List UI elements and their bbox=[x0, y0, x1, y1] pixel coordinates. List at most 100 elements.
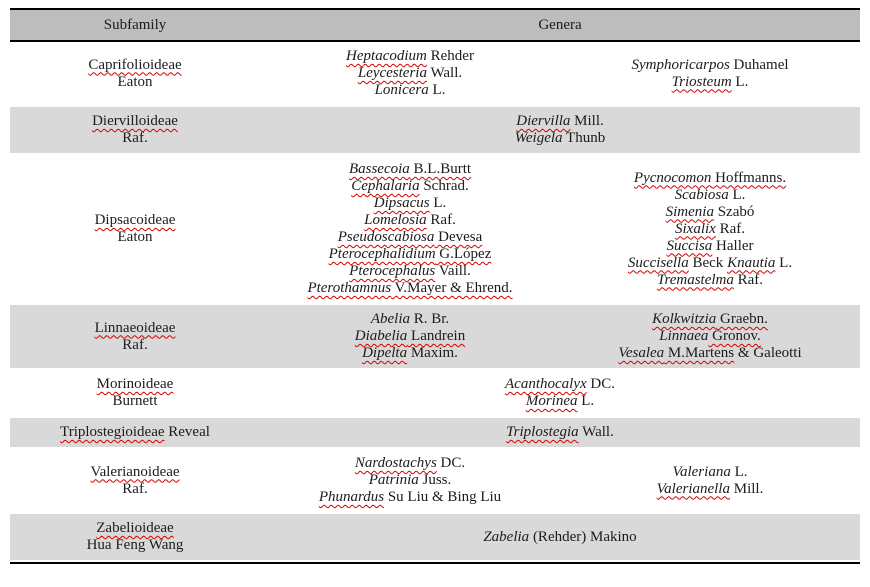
genus-name: Cephalaria bbox=[351, 178, 420, 194]
authority-text: Morinoideae bbox=[96, 376, 174, 392]
authority-text: Eaton bbox=[117, 73, 153, 90]
authority-text: Triplostegioideae bbox=[60, 424, 165, 440]
genera-left-column: Abelia R. Br. Diabelia Landrein Dipelta Ma… bbox=[260, 311, 560, 362]
genus-name: Pseudoscabiosa bbox=[337, 229, 435, 245]
authority-text: Raf. bbox=[426, 212, 456, 228]
subfamily-cell: Dipsacoideae Eaton bbox=[10, 212, 260, 246]
table-row: Triplostegioideae Reveal Triplostegia Wal… bbox=[10, 416, 860, 449]
subfamily-line: Dipsacoideae bbox=[10, 212, 260, 229]
genus-name: Weigela bbox=[514, 130, 563, 146]
authority-text: Raf. bbox=[122, 130, 148, 146]
authority-text: Valerianoideae bbox=[90, 463, 180, 480]
authority-text: (Rehder) Makino bbox=[529, 528, 637, 545]
genus-line: Kolkwitzia Graebn. bbox=[560, 311, 860, 328]
genus-line: Succisa Haller bbox=[560, 238, 860, 255]
subfamily-line: Morinoideae bbox=[10, 376, 260, 393]
genus-line: Pseudoscabiosa Devesa bbox=[260, 229, 560, 246]
taxonomy-table: Subfamily Genera Caprifolioideae Eaton Hep… bbox=[10, 8, 860, 564]
authority-text: L. bbox=[730, 463, 748, 480]
genus-name: Knautia bbox=[727, 254, 776, 271]
genus-name: Valerianella bbox=[656, 480, 730, 497]
authority-text: R. Br. bbox=[409, 311, 450, 327]
authority-text: Raf. bbox=[122, 336, 148, 353]
genera-cell: Heptacodium Rehder Leycesteria Wall. Lonic… bbox=[260, 48, 860, 99]
genus-name: Lomelosia bbox=[364, 212, 427, 228]
genus-line: Acanthocalyx DC. bbox=[260, 376, 860, 393]
subfamily-line: Caprifolioideae bbox=[10, 57, 260, 74]
subfamily-cell: Morinoideae Burnett bbox=[10, 376, 260, 410]
genus-name: Sixalix bbox=[675, 220, 716, 237]
authority-text: Eaton bbox=[117, 229, 153, 245]
genera-cell: Zabelia (Rehder) Makino bbox=[260, 529, 860, 546]
authority-text: Reveal bbox=[164, 424, 210, 440]
authority-text: L. bbox=[429, 195, 447, 211]
genus-name: Pterocephalus bbox=[349, 263, 436, 279]
genera-left-column: Heptacodium Rehder Leycesteria Wall. Lonic… bbox=[260, 48, 560, 99]
subfamily-line: Linnaeoideae bbox=[10, 320, 260, 337]
authority-text: B.L.Burtt bbox=[409, 161, 472, 177]
authority-text: Thunb bbox=[562, 130, 606, 146]
authority-text: V.Mayer & Ehrend. bbox=[391, 280, 513, 296]
authority-text: Devesa bbox=[434, 229, 483, 245]
genera-cell: Abelia R. Br. Diabelia Landrein Dipelta Ma… bbox=[260, 311, 860, 362]
genera-cell: Triplostegia Wall. bbox=[260, 424, 860, 441]
genus-name: Triplostegia bbox=[506, 424, 579, 440]
genus-line: Pterocephalidium G.López bbox=[260, 246, 560, 263]
authority-text: Schrad. bbox=[419, 178, 469, 194]
authority-text: Raf. bbox=[122, 480, 148, 497]
authority-text: Burnett bbox=[112, 393, 158, 409]
genus-name: Diabelia bbox=[354, 328, 408, 344]
subfamily-line: Burnett bbox=[10, 393, 260, 410]
authority-text: Zabelioideae bbox=[96, 520, 174, 536]
genus-line: Cephalaria Schrad. bbox=[260, 178, 560, 195]
genus-line: Lonicera L. bbox=[260, 82, 560, 99]
genera-center-column: Diervilla Mill. Weigela Thunb bbox=[260, 113, 860, 147]
authority-text: DC. bbox=[436, 455, 466, 471]
authority-text: L. bbox=[731, 73, 749, 90]
authority-text: Gronov. bbox=[708, 328, 761, 344]
subfamily-line: Diervilloideae bbox=[10, 113, 260, 130]
genus-line: Nardostachys DC. bbox=[260, 455, 560, 472]
table-row: Morinoideae Burnett Acanthocalyx DC. Morine… bbox=[10, 370, 860, 416]
genus-line: Simenia Szabó bbox=[560, 204, 860, 221]
genera-cell: Bassecoia B.L.Burtt Cephalaria Schrad. Dip… bbox=[260, 161, 860, 297]
genera-left-column: Nardostachys DC. Patrinia Juss. Phunardus … bbox=[260, 455, 560, 506]
authority-text: Beck bbox=[688, 254, 728, 271]
genera-center-column: Acanthocalyx DC. Morinea L. bbox=[260, 376, 860, 410]
genus-name: Tremastelma bbox=[656, 271, 734, 288]
genus-name: Bassecoia bbox=[348, 161, 410, 177]
genus-name: Scabiosa bbox=[674, 186, 729, 203]
authority-text: L. bbox=[775, 254, 793, 271]
subfamily-line: Raf. bbox=[10, 337, 260, 354]
genera-left-column: Bassecoia B.L.Burtt Cephalaria Schrad. Dip… bbox=[260, 161, 560, 297]
genus-name: Simenia bbox=[665, 203, 714, 220]
subfamily-cell: Diervilloideae Raf. bbox=[10, 113, 260, 147]
subfamily-line: Raf. bbox=[10, 130, 260, 147]
genus-line: Symphoricarpos Duhamel bbox=[560, 57, 860, 74]
subfamily-cell: Valerianoideae Raf. bbox=[10, 464, 260, 498]
genus-line: Diabelia Landrein bbox=[260, 328, 560, 345]
genus-name: Patrinia bbox=[368, 472, 419, 488]
genus-line: Valerianella Mill. bbox=[560, 481, 860, 498]
genus-line: Succisella Beck Knautia L. bbox=[560, 255, 860, 272]
genus-line: Pycnocomon Hoffmanns. bbox=[560, 170, 860, 187]
subfamily-column-header: Subfamily bbox=[103, 16, 167, 33]
genus-name: Symphoricarpos bbox=[631, 56, 730, 73]
genera-right-column: Kolkwitzia Graebn. Linnaea Gronov. Vesalea… bbox=[560, 311, 860, 362]
authority-text: Hua Feng Wang bbox=[86, 537, 184, 553]
genus-name: Succisa bbox=[666, 237, 713, 254]
table-row: Caprifolioideae Eaton Heptacodium Rehder Le… bbox=[10, 42, 860, 105]
subfamily-line: Zabelioideae bbox=[10, 520, 260, 537]
genus-line: Linnaea Gronov. bbox=[560, 328, 860, 345]
genus-line: Bassecoia B.L.Burtt bbox=[260, 161, 560, 178]
authority-text: Szabó bbox=[713, 203, 755, 220]
genus-name: Morinea bbox=[525, 393, 578, 409]
subfamily-line: Raf. bbox=[10, 481, 260, 498]
genera-cell: Acanthocalyx DC. Morinea L. bbox=[260, 376, 860, 410]
authority-text: Duhamel bbox=[729, 56, 789, 73]
genus-name: Phunardus bbox=[318, 489, 385, 505]
subfamily-cell: Zabelioideae Hua Feng Wang bbox=[10, 520, 260, 554]
subfamily-cell: Linnaeoideae Raf. bbox=[10, 320, 260, 354]
genera-right-column: Valeriana L. Valerianella Mill. bbox=[560, 464, 860, 498]
subfamily-line: Valerianoideae bbox=[10, 464, 260, 481]
